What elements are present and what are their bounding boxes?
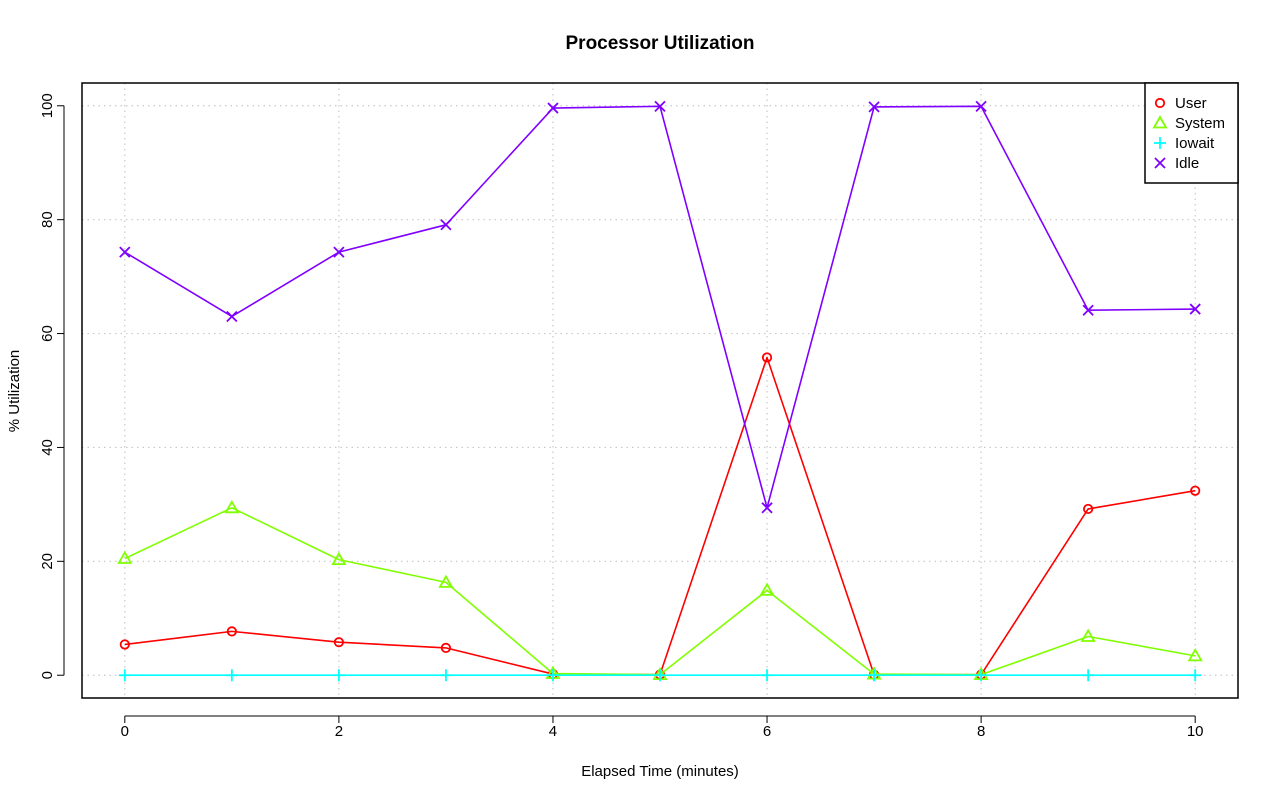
y-tick-label: 40 xyxy=(39,439,56,456)
data-point-iowait xyxy=(654,669,666,682)
data-point-iowait xyxy=(868,669,881,682)
series-line-user xyxy=(124,356,1196,676)
data-point-idle xyxy=(119,246,131,258)
series-user xyxy=(119,352,1201,680)
plot-frame xyxy=(81,82,1239,699)
data-point-user xyxy=(226,626,237,637)
data-point-iowait xyxy=(225,669,238,682)
chart-title: Processor Utilization xyxy=(566,33,755,54)
data-point-system xyxy=(1187,648,1203,662)
legend-marker-idle xyxy=(1154,157,1166,169)
data-point-user xyxy=(119,639,130,650)
data-point-idle xyxy=(975,100,987,112)
data-point-iowait xyxy=(975,669,988,682)
data-point-idle xyxy=(1189,303,1201,315)
legend: User System Iowait Idle xyxy=(1144,82,1239,184)
x-tick-label: 4 xyxy=(549,723,557,740)
data-point-idle xyxy=(868,101,880,113)
data-point-idle xyxy=(547,102,559,114)
x-tick-label: 2 xyxy=(335,723,343,740)
x-tick-label: 0 xyxy=(121,723,129,740)
data-point-iowait xyxy=(118,669,131,682)
data-point-iowait xyxy=(332,669,345,682)
x-tick-label: 6 xyxy=(763,723,771,740)
data-point-system xyxy=(1080,628,1096,642)
data-point-idle xyxy=(440,219,452,231)
data-point-idle xyxy=(226,310,238,323)
data-point-system xyxy=(438,574,454,588)
y-tick-label: 100 xyxy=(39,93,56,118)
series-layer xyxy=(117,100,1203,682)
data-point-system xyxy=(224,499,240,514)
y-axis-label: % Utilization xyxy=(6,350,23,433)
data-point-system xyxy=(759,582,775,596)
x-tick-label: 8 xyxy=(977,723,985,740)
data-point-system xyxy=(117,550,133,564)
data-point-user xyxy=(440,642,452,653)
y-tick-label: 20 xyxy=(39,553,56,570)
data-point-user xyxy=(333,637,344,648)
y-tick-label: 80 xyxy=(39,211,56,228)
data-point-iowait xyxy=(439,669,452,682)
legend-label-system: System xyxy=(1175,115,1225,132)
data-point-idle xyxy=(1082,304,1094,316)
data-point-iowait xyxy=(761,669,774,682)
y-tick-label: 0 xyxy=(39,671,56,679)
legend-label-user: User xyxy=(1175,95,1207,112)
data-point-idle xyxy=(333,246,345,258)
data-point-user xyxy=(761,352,773,363)
data-point-iowait xyxy=(546,669,559,682)
legend-marker-system xyxy=(1152,115,1168,129)
x-axis-label: Elapsed Time (minutes) xyxy=(581,763,739,780)
data-point-iowait xyxy=(1082,669,1095,682)
data-point-idle xyxy=(761,502,773,514)
data-point-iowait xyxy=(1189,669,1202,682)
legend-marker-iowait xyxy=(1154,137,1166,149)
data-point-system xyxy=(331,551,347,566)
series-iowait xyxy=(118,669,1202,682)
y-tick-label: 60 xyxy=(39,325,56,342)
series-system xyxy=(117,499,1203,681)
data-point-idle xyxy=(654,100,666,112)
x-tick-label: 10 xyxy=(1187,723,1204,740)
series-idle xyxy=(119,100,1201,514)
grid xyxy=(82,83,1238,698)
legend-marker-user xyxy=(1154,97,1166,109)
data-point-user xyxy=(1083,503,1094,515)
legend-label-idle: Idle xyxy=(1175,155,1199,172)
legend-label-iowait: Iowait xyxy=(1175,135,1215,152)
data-point-user xyxy=(1190,485,1201,496)
